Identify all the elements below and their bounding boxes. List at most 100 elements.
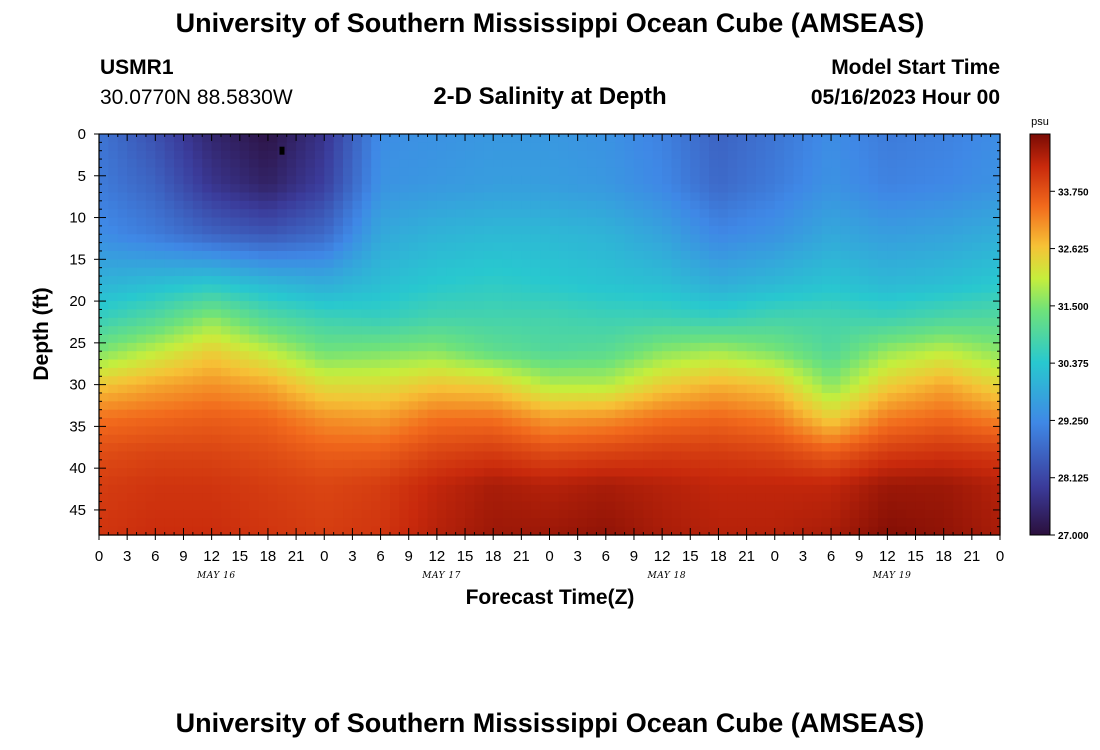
heatmap-cell	[746, 376, 757, 386]
x-tick-label: 18	[935, 548, 952, 565]
heatmap-cell	[324, 175, 335, 185]
heatmap-cell	[493, 392, 504, 402]
heatmap-cell	[633, 301, 644, 311]
heatmap-cell	[615, 309, 626, 319]
heatmap-cell	[408, 426, 419, 436]
heatmap-cell	[718, 217, 729, 227]
heatmap-cell	[821, 526, 832, 536]
heatmap-cell	[821, 342, 832, 352]
heatmap-cell	[934, 301, 945, 311]
heatmap-cell	[145, 401, 156, 411]
heatmap-cell	[136, 493, 147, 503]
heatmap-cell	[408, 175, 419, 185]
heatmap-cell	[540, 376, 551, 386]
heatmap-cell	[662, 175, 673, 185]
heatmap-cell	[305, 309, 316, 319]
heatmap-cell	[906, 351, 917, 361]
heatmap-cell	[155, 459, 166, 469]
heatmap-cell	[446, 376, 457, 386]
heatmap-cell	[971, 326, 982, 336]
heatmap-cell	[127, 184, 138, 194]
heatmap-cell	[990, 459, 1001, 469]
heatmap-cell	[896, 359, 907, 369]
heatmap-cell	[267, 184, 278, 194]
heatmap-cell	[530, 392, 541, 402]
heatmap-cell	[558, 426, 569, 436]
heatmap-cell	[868, 351, 879, 361]
heatmap-cell	[793, 459, 804, 469]
heatmap-cell	[202, 518, 213, 528]
heatmap-cell	[155, 150, 166, 160]
heatmap-cell	[333, 292, 344, 302]
heatmap-cell	[145, 367, 156, 377]
heatmap-cell	[511, 501, 522, 511]
heatmap-cell	[877, 401, 888, 411]
heatmap-cell	[249, 418, 260, 427]
heatmap-cell	[727, 501, 738, 511]
heatmap-cell	[699, 159, 710, 169]
heatmap-cell	[99, 526, 109, 536]
heatmap-cell	[192, 334, 203, 344]
heatmap-cell	[352, 192, 363, 202]
heatmap-cell	[239, 217, 250, 227]
heatmap-cell	[662, 493, 673, 503]
heatmap-cell	[755, 284, 766, 294]
heatmap-cell	[624, 175, 635, 185]
heatmap-cell	[549, 401, 560, 411]
heatmap-cell	[680, 367, 691, 377]
heatmap-cell	[493, 451, 504, 461]
heatmap-cell	[605, 292, 616, 302]
heatmap-cell	[549, 443, 560, 453]
heatmap-cell	[399, 376, 410, 386]
heatmap-cell	[652, 209, 663, 219]
heatmap-cell	[849, 334, 860, 344]
heatmap-cell	[174, 334, 185, 344]
heatmap-cell	[258, 493, 269, 503]
heatmap-cell	[230, 509, 241, 519]
heatmap-cell	[418, 476, 429, 486]
heatmap-cell	[624, 234, 635, 244]
heatmap-cell	[446, 334, 457, 344]
heatmap-cell	[521, 484, 532, 494]
heatmap-cell	[258, 142, 269, 152]
heatmap-cell	[568, 184, 579, 194]
heatmap-cell	[511, 276, 522, 285]
heatmap-cell	[108, 209, 119, 219]
heatmap-cell	[202, 426, 213, 436]
heatmap-cell	[915, 501, 926, 511]
heatmap-cell	[192, 484, 203, 494]
heatmap-cell	[343, 509, 354, 519]
heatmap-cell	[652, 150, 663, 160]
heatmap-cell	[239, 434, 250, 444]
heatmap-cell	[690, 518, 701, 528]
heatmap-cell	[296, 501, 307, 511]
heatmap-cell	[333, 518, 344, 528]
heatmap-cell	[906, 326, 917, 336]
heatmap-cell	[652, 334, 663, 344]
heatmap-cell	[690, 384, 701, 394]
heatmap-cell	[943, 209, 954, 219]
heatmap-cell	[812, 334, 823, 344]
heatmap-cell	[502, 175, 513, 185]
heatmap-cell	[352, 376, 363, 386]
heatmap-cell	[859, 159, 870, 169]
heatmap-cell	[258, 518, 269, 528]
heatmap-cell	[277, 476, 288, 486]
heatmap-cell	[859, 401, 870, 411]
heatmap-cell	[183, 309, 194, 319]
heatmap-cell	[540, 317, 551, 327]
heatmap-cell	[333, 284, 344, 294]
heatmap-cell	[802, 217, 813, 227]
heatmap-cell	[127, 259, 138, 269]
heatmap-cell	[924, 476, 935, 486]
heatmap-cell	[483, 142, 494, 152]
heatmap-cell	[953, 384, 964, 394]
heatmap-cell	[174, 342, 185, 352]
heatmap-cell	[202, 484, 213, 494]
heatmap-cell	[343, 468, 354, 478]
heatmap-cell	[483, 484, 494, 494]
heatmap-cell	[774, 376, 785, 386]
heatmap-cell	[671, 326, 682, 336]
heatmap-cell	[230, 284, 241, 294]
heatmap-cell	[793, 376, 804, 386]
